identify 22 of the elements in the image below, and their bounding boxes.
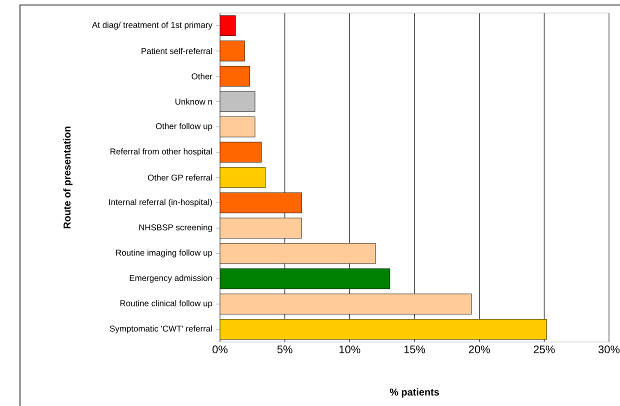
y-tick-label: Routine clinical follow up <box>120 300 212 308</box>
x-tick-label: 15% <box>404 346 426 354</box>
x-tick-label: 10% <box>340 346 360 354</box>
x-tick-label: 30% <box>598 346 620 354</box>
y-tick-label: Other <box>192 73 212 80</box>
x-tick-label: 0% <box>212 346 228 354</box>
x-tick-label: 5% <box>277 346 292 354</box>
y-tick-label: At diag/ treatment of 1st primary <box>92 22 212 30</box>
y-tick-label: NHSBSP screening <box>139 224 212 232</box>
y-tick-label: Emergency admission <box>130 274 212 283</box>
y-tick-label: Patient self-referral <box>142 48 212 54</box>
y-axis-title: Route of presentation <box>63 126 73 228</box>
x-tick-label: 20% <box>468 346 490 354</box>
y-tick-label: Other GP referral <box>148 174 212 181</box>
y-tick-label: Unknow n <box>175 98 212 105</box>
y-tick-label: Internal referral (in-hospital) <box>109 198 212 207</box>
y-tick-label: Other follow up <box>156 122 212 131</box>
y-tick-label: Referral from other hospital <box>110 148 212 156</box>
y-tick-label: Symptomatic 'CWT' referral <box>110 325 212 334</box>
x-axis-title: % patients <box>390 388 440 398</box>
y-tick-label: Routine imaging follow up <box>116 249 212 258</box>
x-tick-label: 25% <box>534 346 555 354</box>
